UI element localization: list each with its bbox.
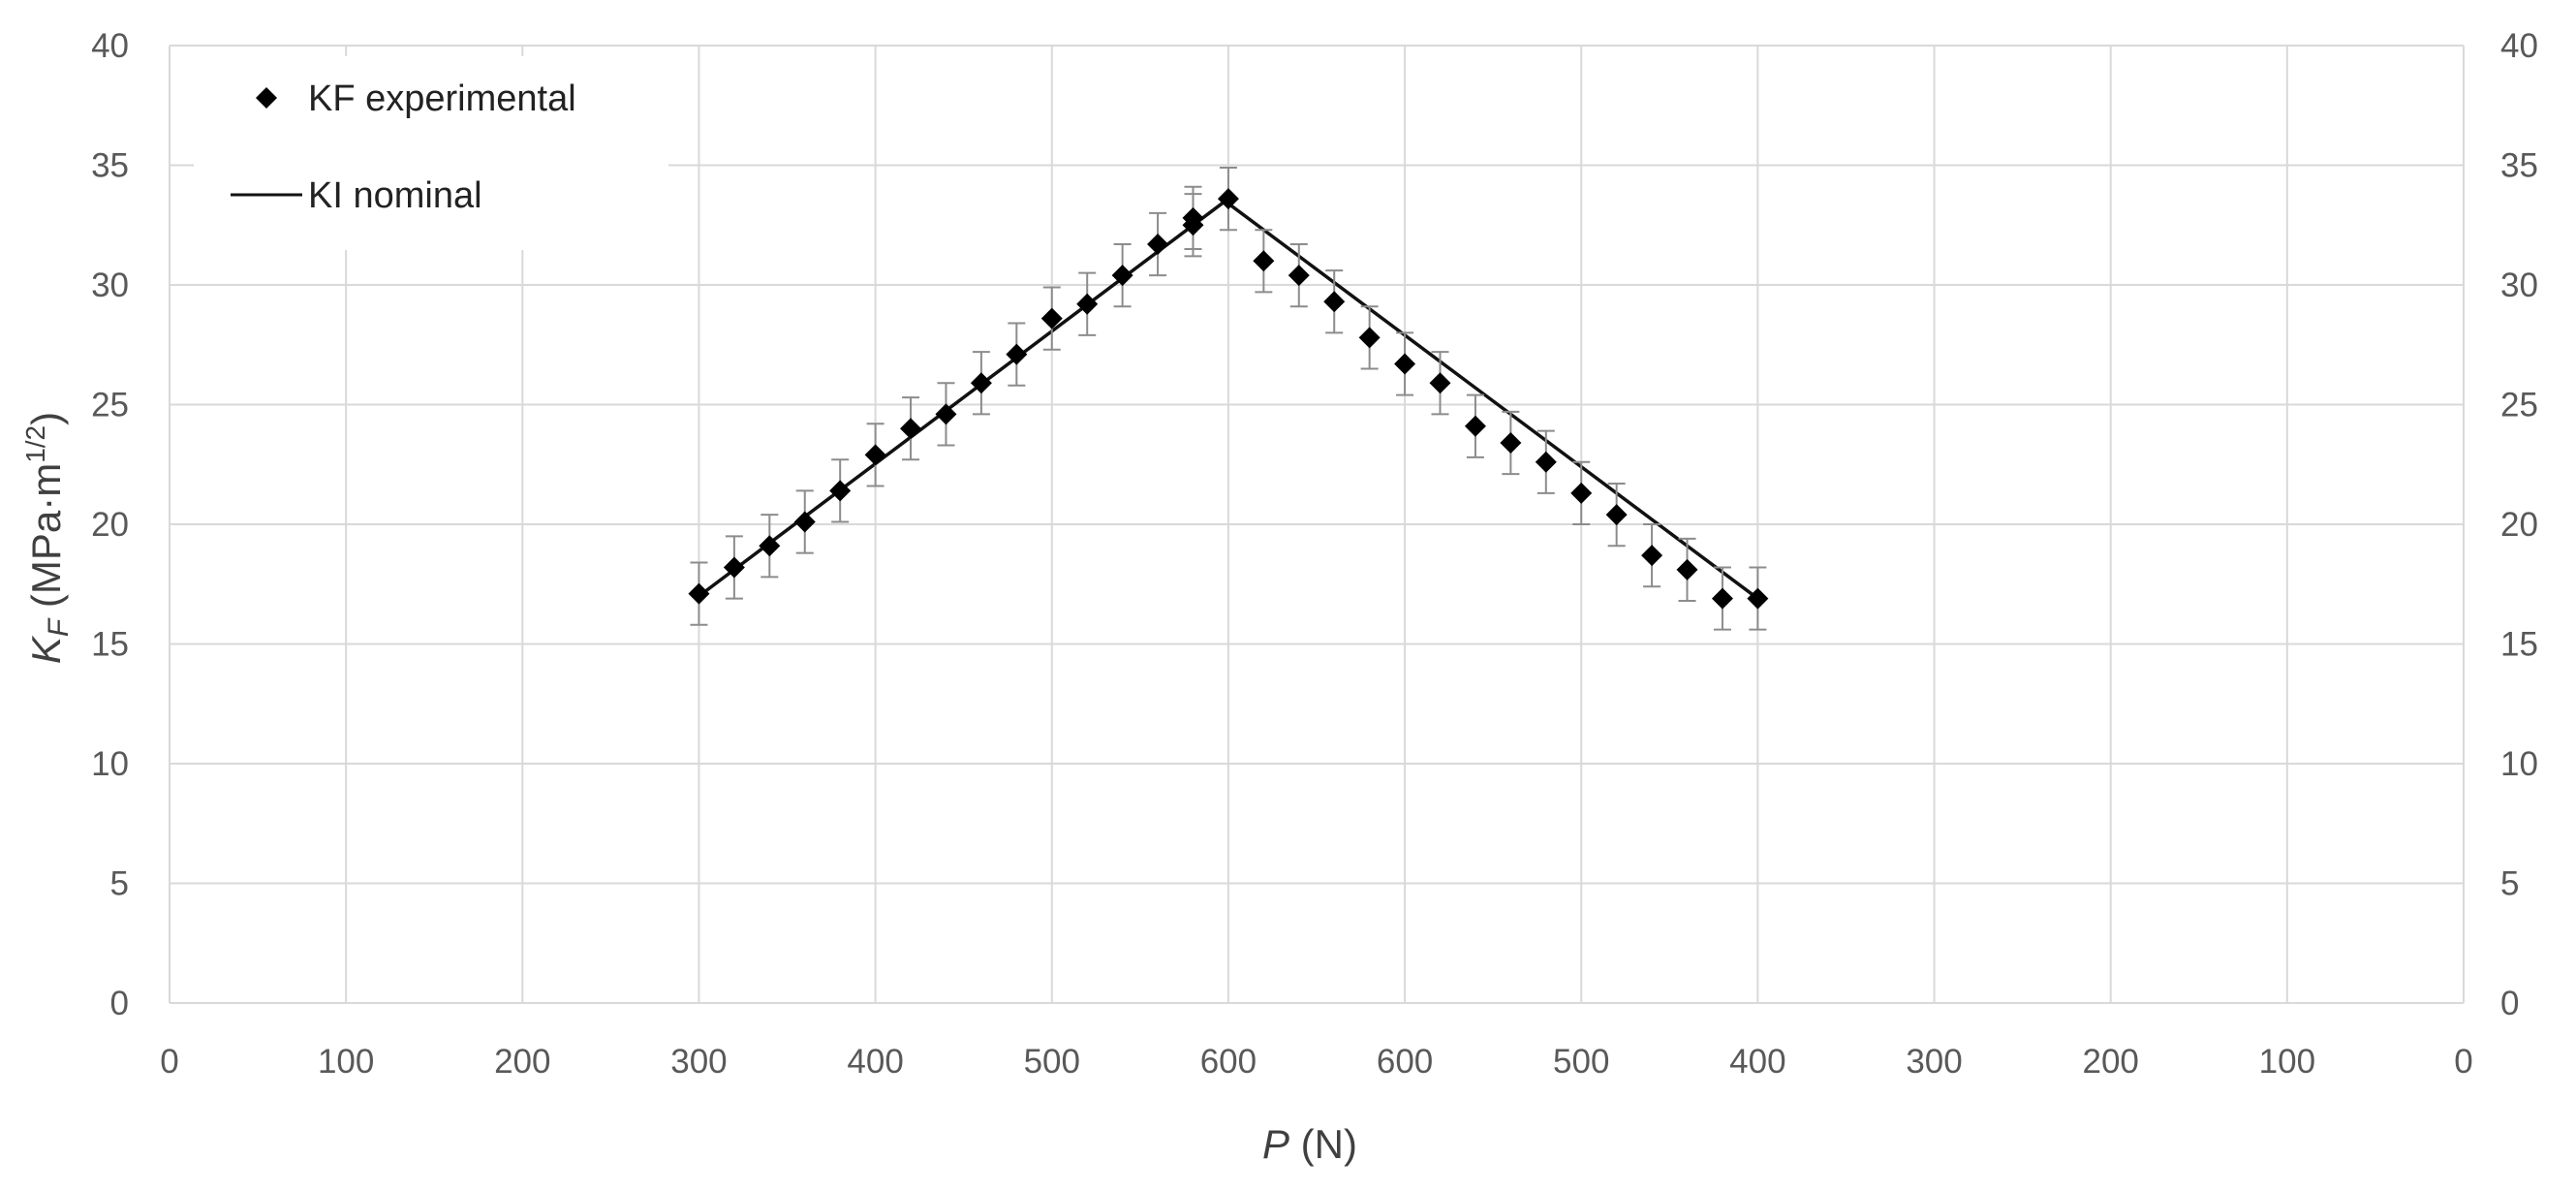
data-markers [688,188,1769,610]
y-axis-subscript: F [43,617,75,637]
data-point-loading [1006,343,1028,365]
x-tick-label: 100 [318,1043,374,1081]
data-point-unloading [1535,451,1557,473]
x-tick-label: 200 [494,1043,550,1081]
data-point-loading [1040,307,1063,329]
nominal-lines [698,197,1759,600]
y-axis-unit: (MPa·m [23,463,69,619]
y-tick-label-right: 5 [2500,865,2519,903]
data-point-unloading [1182,206,1204,229]
data-point-unloading [1676,558,1698,580]
x-axis-unit: (N) [1289,1121,1357,1167]
y-tick-label-right: 20 [2500,506,2538,544]
y-tick-label-right: 40 [2500,27,2538,65]
y-tick-label-left: 0 [110,985,129,1022]
x-tick-label: 300 [1906,1043,1962,1081]
data-point-loading [1076,293,1099,315]
legend: KF experimental KI nominal [194,56,668,250]
data-point-unloading [1429,372,1451,394]
data-point-loading [864,444,886,466]
x-tick-label: 500 [1553,1043,1609,1081]
x-tick-label: 600 [1200,1043,1257,1081]
data-point-unloading [1711,587,1733,610]
data-point-loading [723,556,745,579]
y-axis-symbol: K [23,635,69,664]
data-point-loading [935,403,957,425]
nominal-line-unloading [1226,202,1759,600]
y-tick-label-left: 40 [91,27,129,65]
data-point-unloading [1358,327,1381,349]
y-tick-label-right: 25 [2500,387,2538,424]
y-tick-label-left: 20 [91,506,129,544]
y-tick-label-right: 35 [2500,147,2538,185]
y-tick-label-left: 30 [91,267,129,304]
x-tick-label: 400 [1729,1043,1785,1081]
x-tick-label: 0 [160,1043,178,1081]
data-point-loading [1111,265,1133,287]
data-point-loading [829,480,852,502]
legend-marker-diamond [256,87,277,109]
nominal-line-loading [698,197,1229,598]
data-point-unloading [1323,291,1346,313]
x-tick-label: 400 [847,1043,903,1081]
data-point-loading [900,418,922,440]
y-tick-label-right: 15 [2500,626,2538,664]
y-tick-label-left: 10 [91,745,129,783]
data-point-loading [793,511,816,533]
y-axis-exponent: 1/2 [20,425,50,463]
x-tick-label: 300 [670,1043,727,1081]
data-point-loading [688,582,710,605]
legend-label-experimental: KF experimental [308,78,576,119]
data-point-loading [759,535,781,557]
legend-background [194,56,668,250]
y-tick-label-left: 5 [110,865,129,903]
y-tick-label-left: 35 [91,147,129,185]
data-point-loading [1147,234,1169,256]
data-point-unloading [1288,265,1310,287]
y-axis-title: KF (MPa·m1/2) [20,412,75,664]
y-axis-close: ) [23,412,69,425]
data-point-unloading [1747,587,1769,610]
data-point-unloading [1464,415,1486,437]
x-tick-label: 500 [1024,1043,1080,1081]
data-point-unloading [1641,545,1663,567]
x-tick-label: 0 [2454,1043,2472,1081]
y-tick-label-left: 25 [91,387,129,424]
data-point-unloading [1605,504,1628,526]
x-tick-label: 600 [1377,1043,1433,1081]
x-axis-symbol: P [1262,1121,1289,1167]
x-tick-label: 100 [2259,1043,2315,1081]
y-tick-label-left: 15 [91,626,129,664]
y-tick-label-right: 0 [2500,985,2519,1022]
data-point-unloading [1253,250,1275,272]
data-point-loading [970,372,992,394]
data-point-unloading [1394,353,1416,375]
y-tick-label-right: 10 [2500,745,2538,783]
data-point-unloading [1500,432,1522,455]
data-point-unloading [1570,482,1593,504]
y-tick-label-right: 30 [2500,267,2538,304]
data-point-loading [1217,188,1239,210]
x-tick-label: 200 [2082,1043,2138,1081]
x-axis-title: P (N) [1262,1121,1357,1167]
legend-label-nominal: KI nominal [308,175,482,216]
